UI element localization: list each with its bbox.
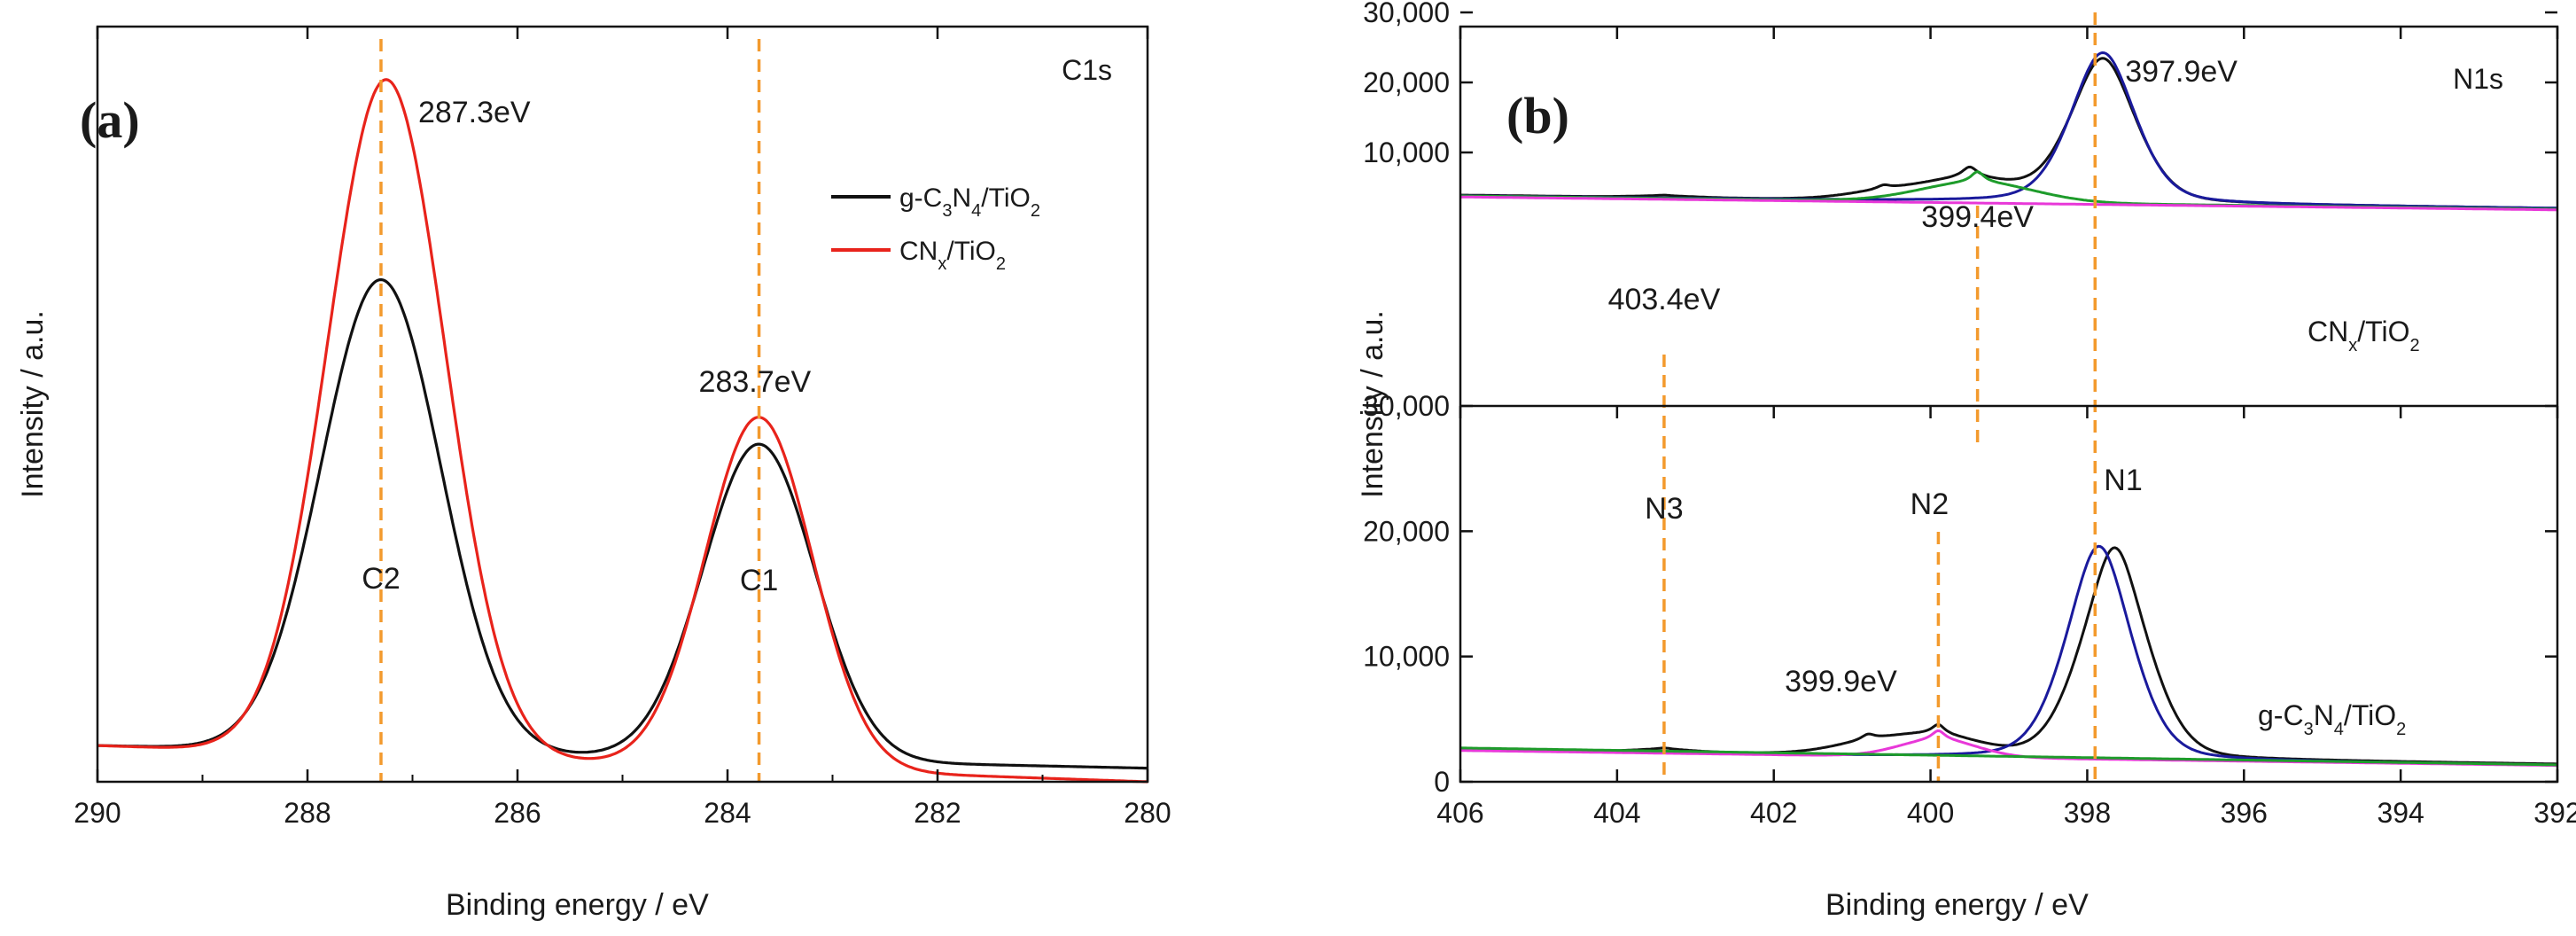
x-tick-label-282: 282 <box>914 797 961 829</box>
series-line-cnx-tio2 <box>97 78 1148 784</box>
x-tick-label-404: 404 <box>1593 797 1640 829</box>
subplot-label-g-c3n4-tio2: g-C3N4/TiO2 <box>2258 699 2406 739</box>
x-tick-label-286: 286 <box>494 797 541 829</box>
x-tick-label-394: 394 <box>2377 797 2424 829</box>
y-tick-label-3: 30,000 <box>1363 390 1450 422</box>
peak-tag-c2: C2 <box>362 562 400 596</box>
x-tick-label-396: 396 <box>2221 797 2268 829</box>
peak-tag-n2: N2 <box>1911 488 1949 521</box>
panel-b-n1s: 406 404 402 400 398 396 394 392 0 10,000 20,000 30,… <box>1356 0 2576 922</box>
y-tick-label-2: 20,000 <box>1363 515 1450 547</box>
peak-label-403-4ev: 403.4eV <box>1608 283 1721 316</box>
x-tick-label-392: 392 <box>2533 797 2576 829</box>
peak-label-399-9ev: 399.9eV <box>1785 665 1897 698</box>
y-tick-label-6: 30,000 <box>1363 0 1450 28</box>
panel-a-x-axis-label: Binding energy / eV <box>446 888 709 922</box>
series-line-g-c3n4-tio2 <box>97 277 1148 770</box>
x-tick-label-398: 398 <box>2064 797 2111 829</box>
panel-a-c1s: 290 288 286 284 282 280 (a) C1s 287.3eV 283.7… <box>16 25 1171 922</box>
peak-label-397-9ev: 397.9eV <box>2125 55 2237 89</box>
peak-label-283-7ev: 283.7eV <box>699 365 812 399</box>
y-tick-label-4: 10,000 <box>1363 136 1450 168</box>
y-tick-label-0: 0 <box>1434 766 1450 798</box>
x-tick-label-402: 402 <box>1750 797 1797 829</box>
peak-label-399-4ev: 399.4eV <box>1921 200 2034 234</box>
legend-label-cnx-tio2: CNx/TiO2 <box>899 237 1006 274</box>
x-tick-label-280: 280 <box>1124 797 1171 829</box>
curve-g-c3n4-tio2-n3-fit <box>1459 746 2557 767</box>
peak-tag-n3: N3 <box>1645 492 1683 526</box>
panel-b-y-axis-label: Intensity / a.u. <box>1356 310 1389 498</box>
y-tick-label-1: 10,000 <box>1363 641 1450 673</box>
panel-b-x-axis-label: Binding energy / eV <box>1825 888 2089 922</box>
panel-a-letter: (a) <box>80 91 140 149</box>
x-tick-label-288: 288 <box>284 797 331 829</box>
panel-a-legend: g-C3N4/TiO2 CNx/TiO2 <box>831 183 1040 274</box>
panel-b-title: N1s <box>2453 63 2503 95</box>
x-tick-label-284: 284 <box>704 797 751 829</box>
x-tick-label-406: 406 <box>1436 797 1483 829</box>
legend-label-g-c3n4-tio2: g-C3N4/TiO2 <box>899 183 1040 221</box>
panel-b-letter: (b) <box>1506 87 1569 144</box>
x-tick-label-290: 290 <box>74 797 121 829</box>
peak-tag-c1: C1 <box>740 564 778 597</box>
panel-b-axes-frame <box>1459 25 2559 784</box>
panel-a-title: C1s <box>1062 54 1112 86</box>
subplot-label-cnx-tio2: CNx/TiO2 <box>2308 316 2420 355</box>
panel-a-y-axis-label: Intensity / a.u. <box>16 310 50 498</box>
x-tick-label-400: 400 <box>1907 797 1954 829</box>
curve-cnx-tio2-n3-fit <box>1460 195 2557 212</box>
y-tick-label-5: 20,000 <box>1363 66 1450 98</box>
peak-label-287-3ev: 287.3eV <box>418 96 531 129</box>
peak-tag-n1: N1 <box>2104 464 2142 497</box>
